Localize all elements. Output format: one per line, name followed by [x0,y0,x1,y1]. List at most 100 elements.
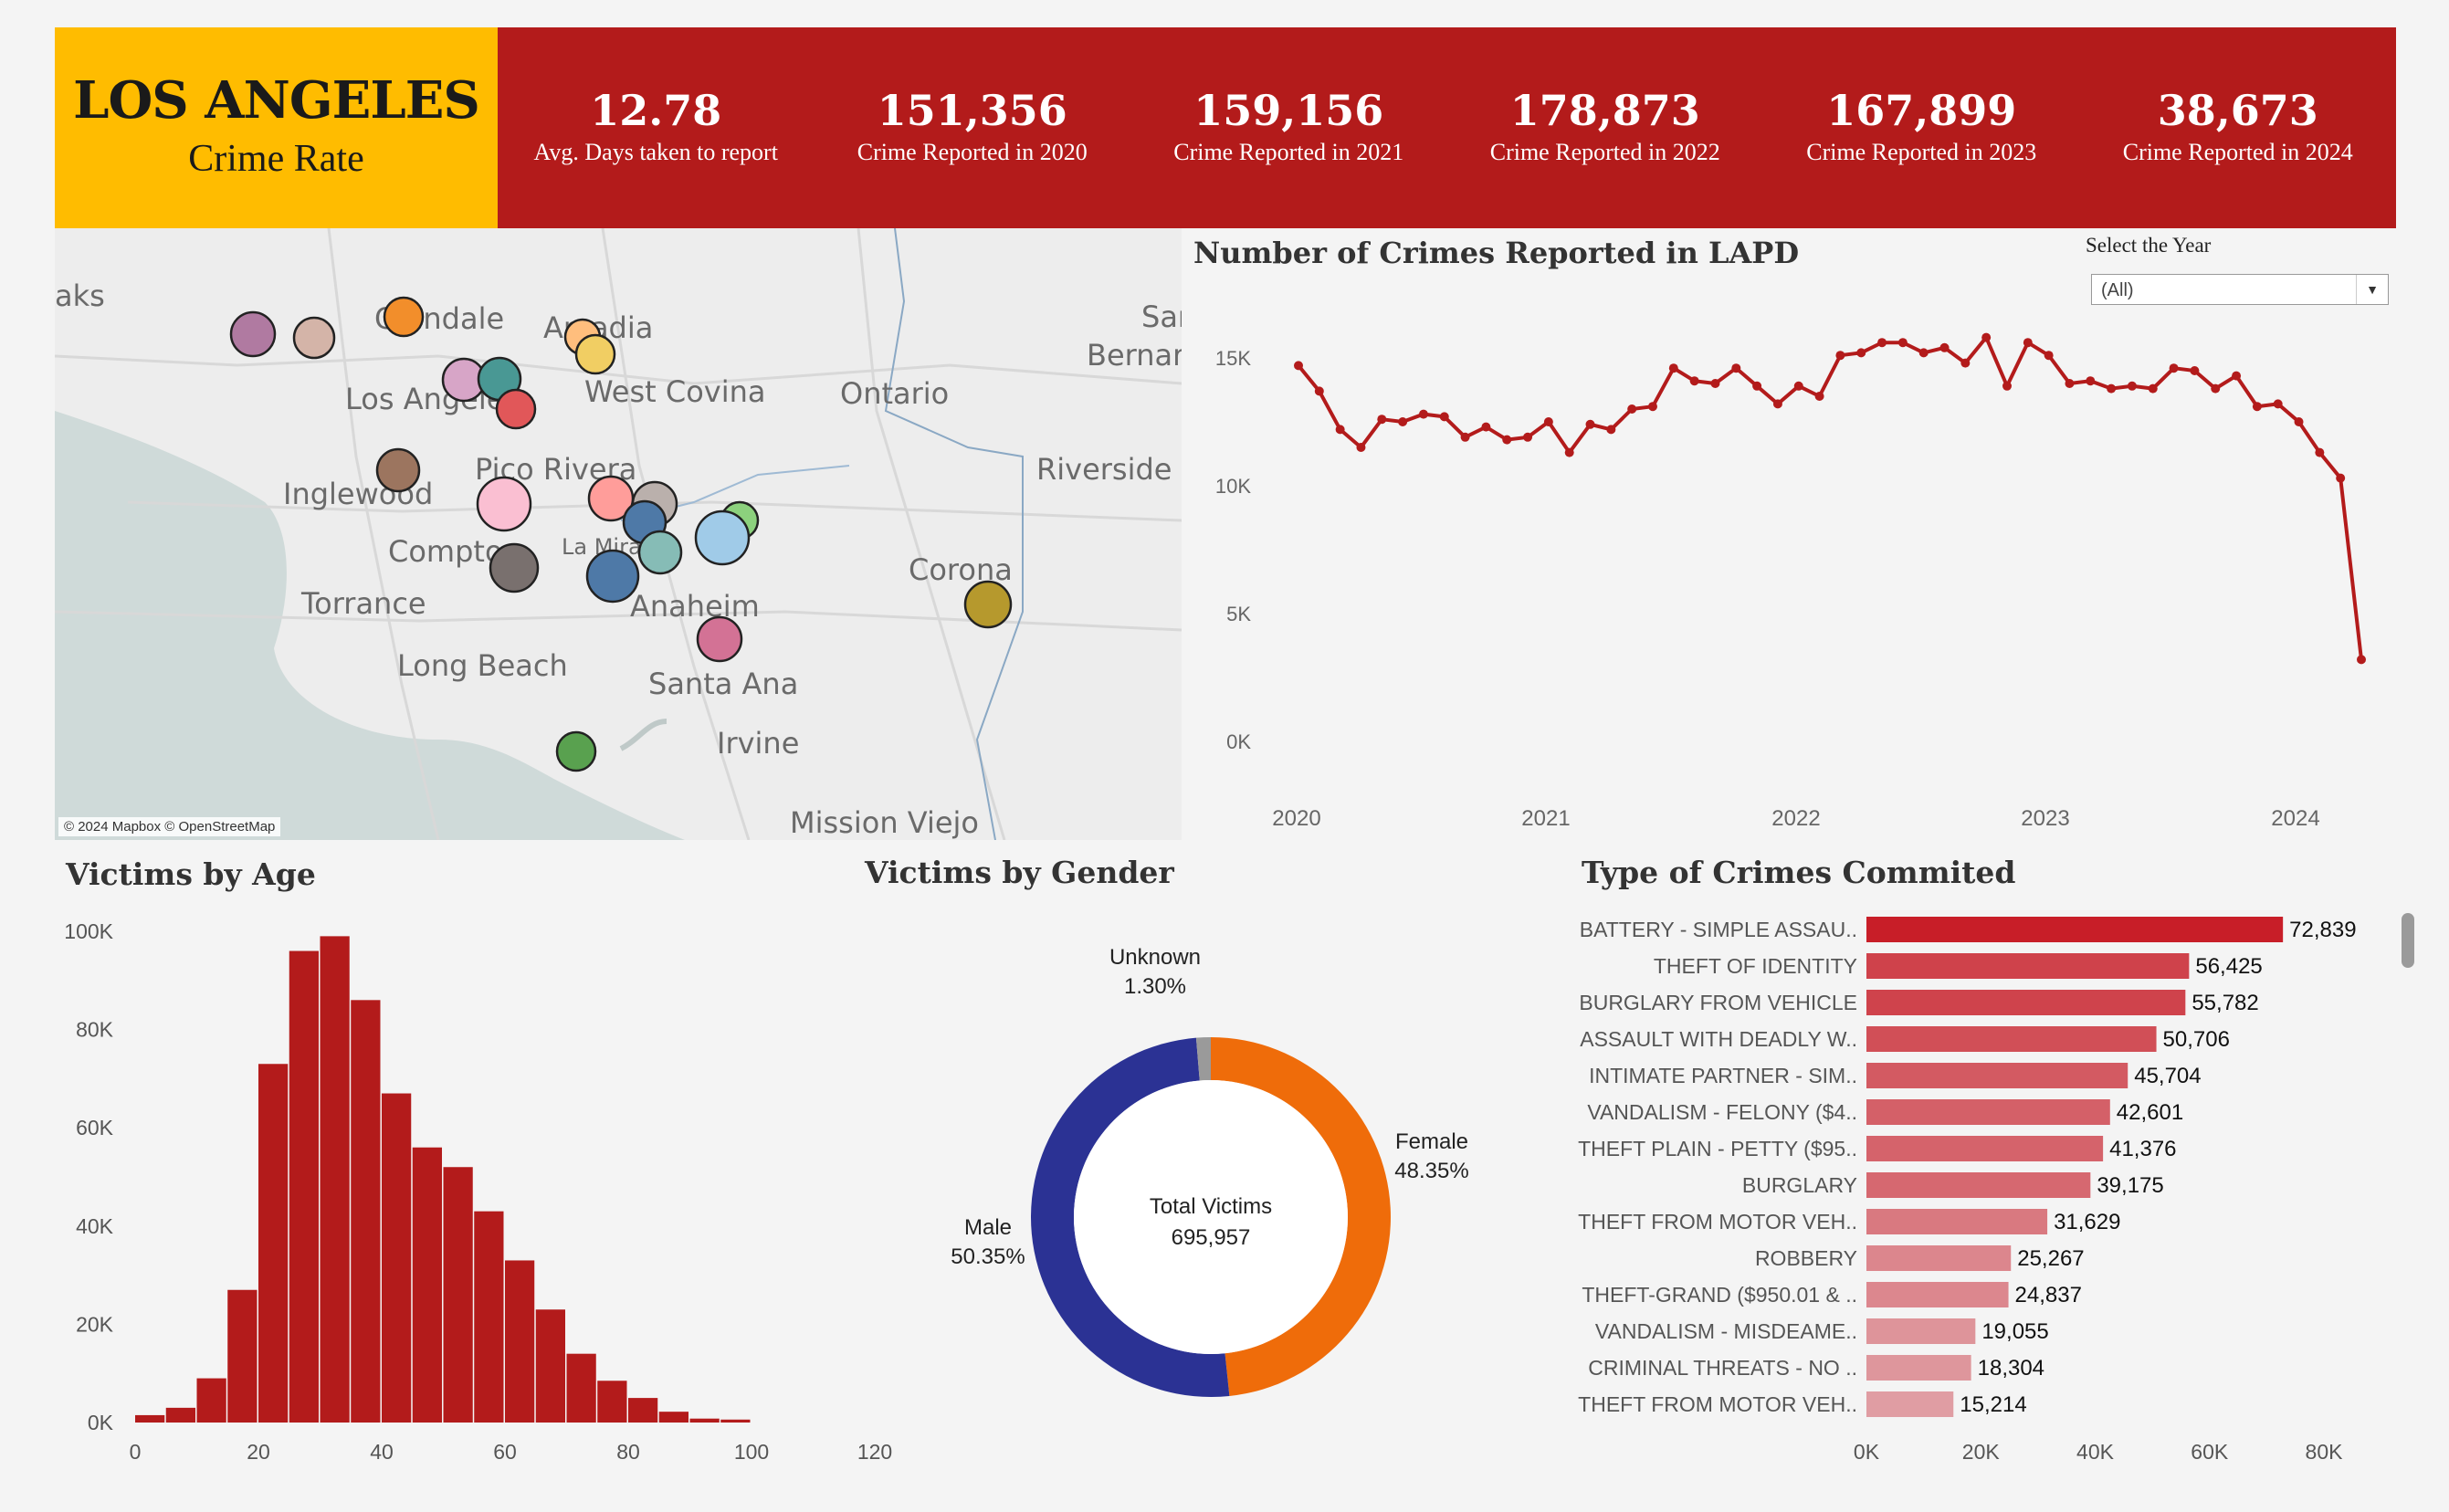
crime-bar [1866,953,2190,979]
donut-hole [1074,1080,1348,1354]
road-line [55,354,1182,385]
kpi-value: 178,873 [1509,86,1700,135]
y-tick-label: 0K [1226,730,1251,753]
data-point [2336,473,2346,483]
data-point [2086,376,2096,386]
map-label: Irvine [717,726,800,761]
histogram-bar [689,1418,720,1423]
crime-category-label: BATTERY - SIMPLE ASSAU.. [1580,918,1857,941]
kpi-value: 167,899 [1826,86,2017,135]
data-point [2190,366,2200,375]
data-point [2002,381,2012,391]
crime-bar [1866,1026,2157,1052]
data-point [1752,381,1762,391]
crime-value-label: 55,782 [2191,991,2258,1015]
data-point [1606,425,1616,435]
map-point [495,388,537,430]
histogram-bar [597,1381,627,1423]
data-point [1439,412,1449,422]
map-label: Bernar [1087,338,1182,373]
gender-chart-title: Victims by Gender [865,855,1174,890]
crimes-series-line [1297,333,2363,660]
dashboard-title: LOS ANGELES [73,70,480,131]
crime-category-label: VANDALISM - FELONY ($4.. [1587,1100,1857,1124]
data-point [1294,361,1303,371]
crime-bar [1866,917,2284,942]
donut-center-value: 695,957 [1172,1225,1251,1250]
data-point [1564,447,1574,457]
data-point [2148,383,2158,394]
crime-value-label: 31,629 [2054,1210,2120,1234]
data-point [2044,351,2054,361]
map-point [383,296,425,338]
map-label: Corona [909,552,1013,587]
crime-value-label: 24,837 [2015,1283,2082,1307]
ocean-shape [55,411,685,840]
data-point [2294,417,2304,426]
coast-detail [619,719,667,751]
kpi-label: Avg. Days taken to report [533,139,778,165]
histogram-bar [351,1000,381,1423]
map-point [694,509,751,566]
road-line [857,228,1006,840]
histogram-bar [196,1378,226,1423]
data-point [1772,399,1782,409]
data-point [2315,447,2325,457]
kpi-label: Crime Reported in 2021 [1173,139,1404,165]
map-label: Anaheim [630,589,760,624]
data-point [1418,409,1428,419]
histogram-bar [628,1398,658,1423]
x-tick-label: 40 [370,1440,394,1464]
data-point [1960,358,1971,368]
year-select-value: (All) [2101,280,2134,300]
map-label: Long Beach [397,648,568,683]
x-tick-label: 2021 [1521,806,1570,831]
crime-value-label: 15,214 [1960,1392,2026,1417]
histogram-bar [227,1289,258,1423]
x-tick-label: 80K [2306,1440,2344,1464]
year-select[interactable]: (All) ▼ [2091,274,2389,305]
kpi-avg-days: 12.78 Avg. Days taken to report [498,27,815,228]
data-point [1668,363,1678,373]
kpi-label: Crime Reported in 2023 [1806,139,2037,165]
crime-category-label: BURGLARY [1742,1173,1857,1197]
data-point [1731,363,1741,373]
map-point [489,542,540,593]
data-point [2273,399,2283,409]
crime-category-label: THEFT-GRAND ($950.01 & .. [1582,1283,1857,1307]
data-point [1335,425,1345,435]
crime-value-label: 25,267 [2017,1246,2084,1271]
chevron-down-icon[interactable]: ▼ [2356,275,2388,304]
county-boundary [884,228,1024,840]
crime-value-label: 72,839 [2289,918,2356,942]
map-label: Santa Ana [648,667,799,701]
crime-category-label: BURGLARY FROM VEHICLE [1579,991,1857,1014]
x-tick-label: 2023 [2021,806,2069,831]
data-point [1460,432,1470,442]
crime-list-scrollbar[interactable] [2402,913,2414,968]
x-tick-label: 60K [2191,1440,2229,1464]
crime-bar [1866,990,2186,1015]
x-tick-label: 120 [857,1440,892,1464]
data-point [2252,402,2262,412]
data-point [1710,379,1720,388]
map-label: Mission Viejo [790,805,979,840]
x-tick-label: 20K [1962,1440,2001,1464]
crime-value-label: 18,304 [1978,1356,2044,1381]
histogram-bar [135,1414,165,1423]
crime-map[interactable]: aks Glendale Arcadia West Covina Ontario… [55,228,1182,840]
y-tick-label: 60K [76,1116,114,1139]
map-points [229,296,1013,772]
crime-bar [1866,1172,2091,1198]
data-point [1835,351,1845,361]
data-point [1585,419,1595,429]
histogram-bar [289,950,319,1423]
y-tick-label: 100K [64,919,113,943]
map-point [963,580,1013,629]
data-point [1481,422,1491,432]
y-tick-label: 15K [1215,347,1251,370]
kpi-2023: 167,899 Crime Reported in 2023 [1763,27,2080,228]
crime-value-label: 45,704 [2134,1064,2201,1088]
data-point [1897,338,1908,348]
crime-category-label: THEFT PLAIN - PETTY ($95.. [1578,1137,1857,1160]
